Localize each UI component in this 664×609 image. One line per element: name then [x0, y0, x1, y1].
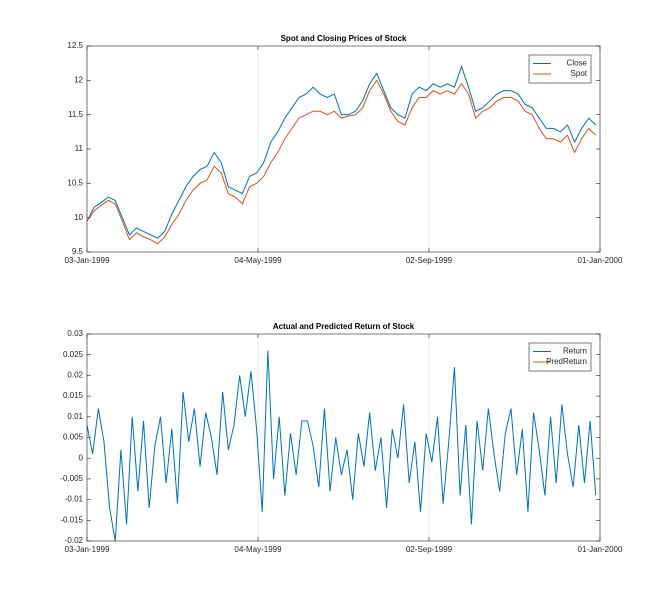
x-tick-label: 01-Jan-2000: [578, 545, 623, 554]
plot-area: [87, 46, 600, 252]
axes-box: [86, 45, 601, 253]
x-tick-label: 03-Jan-1999: [65, 256, 110, 265]
y-tick-label: 10.5: [67, 178, 83, 187]
y-tick-label: 11.5: [68, 110, 84, 119]
legend-label: Spot: [571, 69, 588, 78]
x-tick-label: 04-May-1999: [234, 545, 282, 554]
y-tick-label: 12.5: [67, 41, 83, 50]
series-line: [86, 79, 597, 245]
y-tick-label: 0.03: [67, 329, 83, 338]
series-line: [86, 65, 597, 239]
x-tick-label: 02-Sep-1999: [406, 545, 453, 554]
x-tick-label: 03-Jan-1999: [65, 545, 110, 554]
y-tick-label: 0.02: [67, 371, 83, 380]
chart-title: Actual and Predicted Return of Stock: [273, 322, 415, 331]
y-tick-label: 11: [75, 144, 84, 153]
axes-box: [86, 333, 601, 542]
y-tick-label: 0.01: [67, 412, 83, 421]
legend-box: [528, 54, 592, 84]
y-tick-label: -0.015: [60, 515, 83, 524]
legend-label: Return: [563, 347, 587, 356]
y-tick-label: 0: [79, 453, 84, 462]
y-tick-label: 9.5: [72, 247, 84, 256]
series-line: [86, 350, 597, 542]
x-tick-label: 01-Jan-2000: [578, 256, 623, 265]
y-tick-label: -0.01: [65, 495, 84, 504]
y-tick-label: 0.015: [63, 391, 84, 400]
legend-label: Close: [567, 59, 588, 68]
y-tick-label: 0.025: [63, 350, 84, 359]
chart-title: Spot and Closing Prices of Stock: [281, 34, 407, 43]
legend-label: PredReturn: [546, 357, 587, 366]
y-tick-label: 12: [74, 75, 83, 84]
x-tick-label: 02-Sep-1999: [406, 256, 453, 265]
y-tick-label: -0.02: [65, 536, 84, 545]
legend-box: [528, 342, 592, 372]
x-tick-label: 04-May-1999: [234, 256, 282, 265]
y-tick-label: 10: [74, 213, 83, 222]
y-tick-label: 0.005: [63, 433, 84, 442]
y-tick-label: -0.005: [60, 474, 83, 483]
